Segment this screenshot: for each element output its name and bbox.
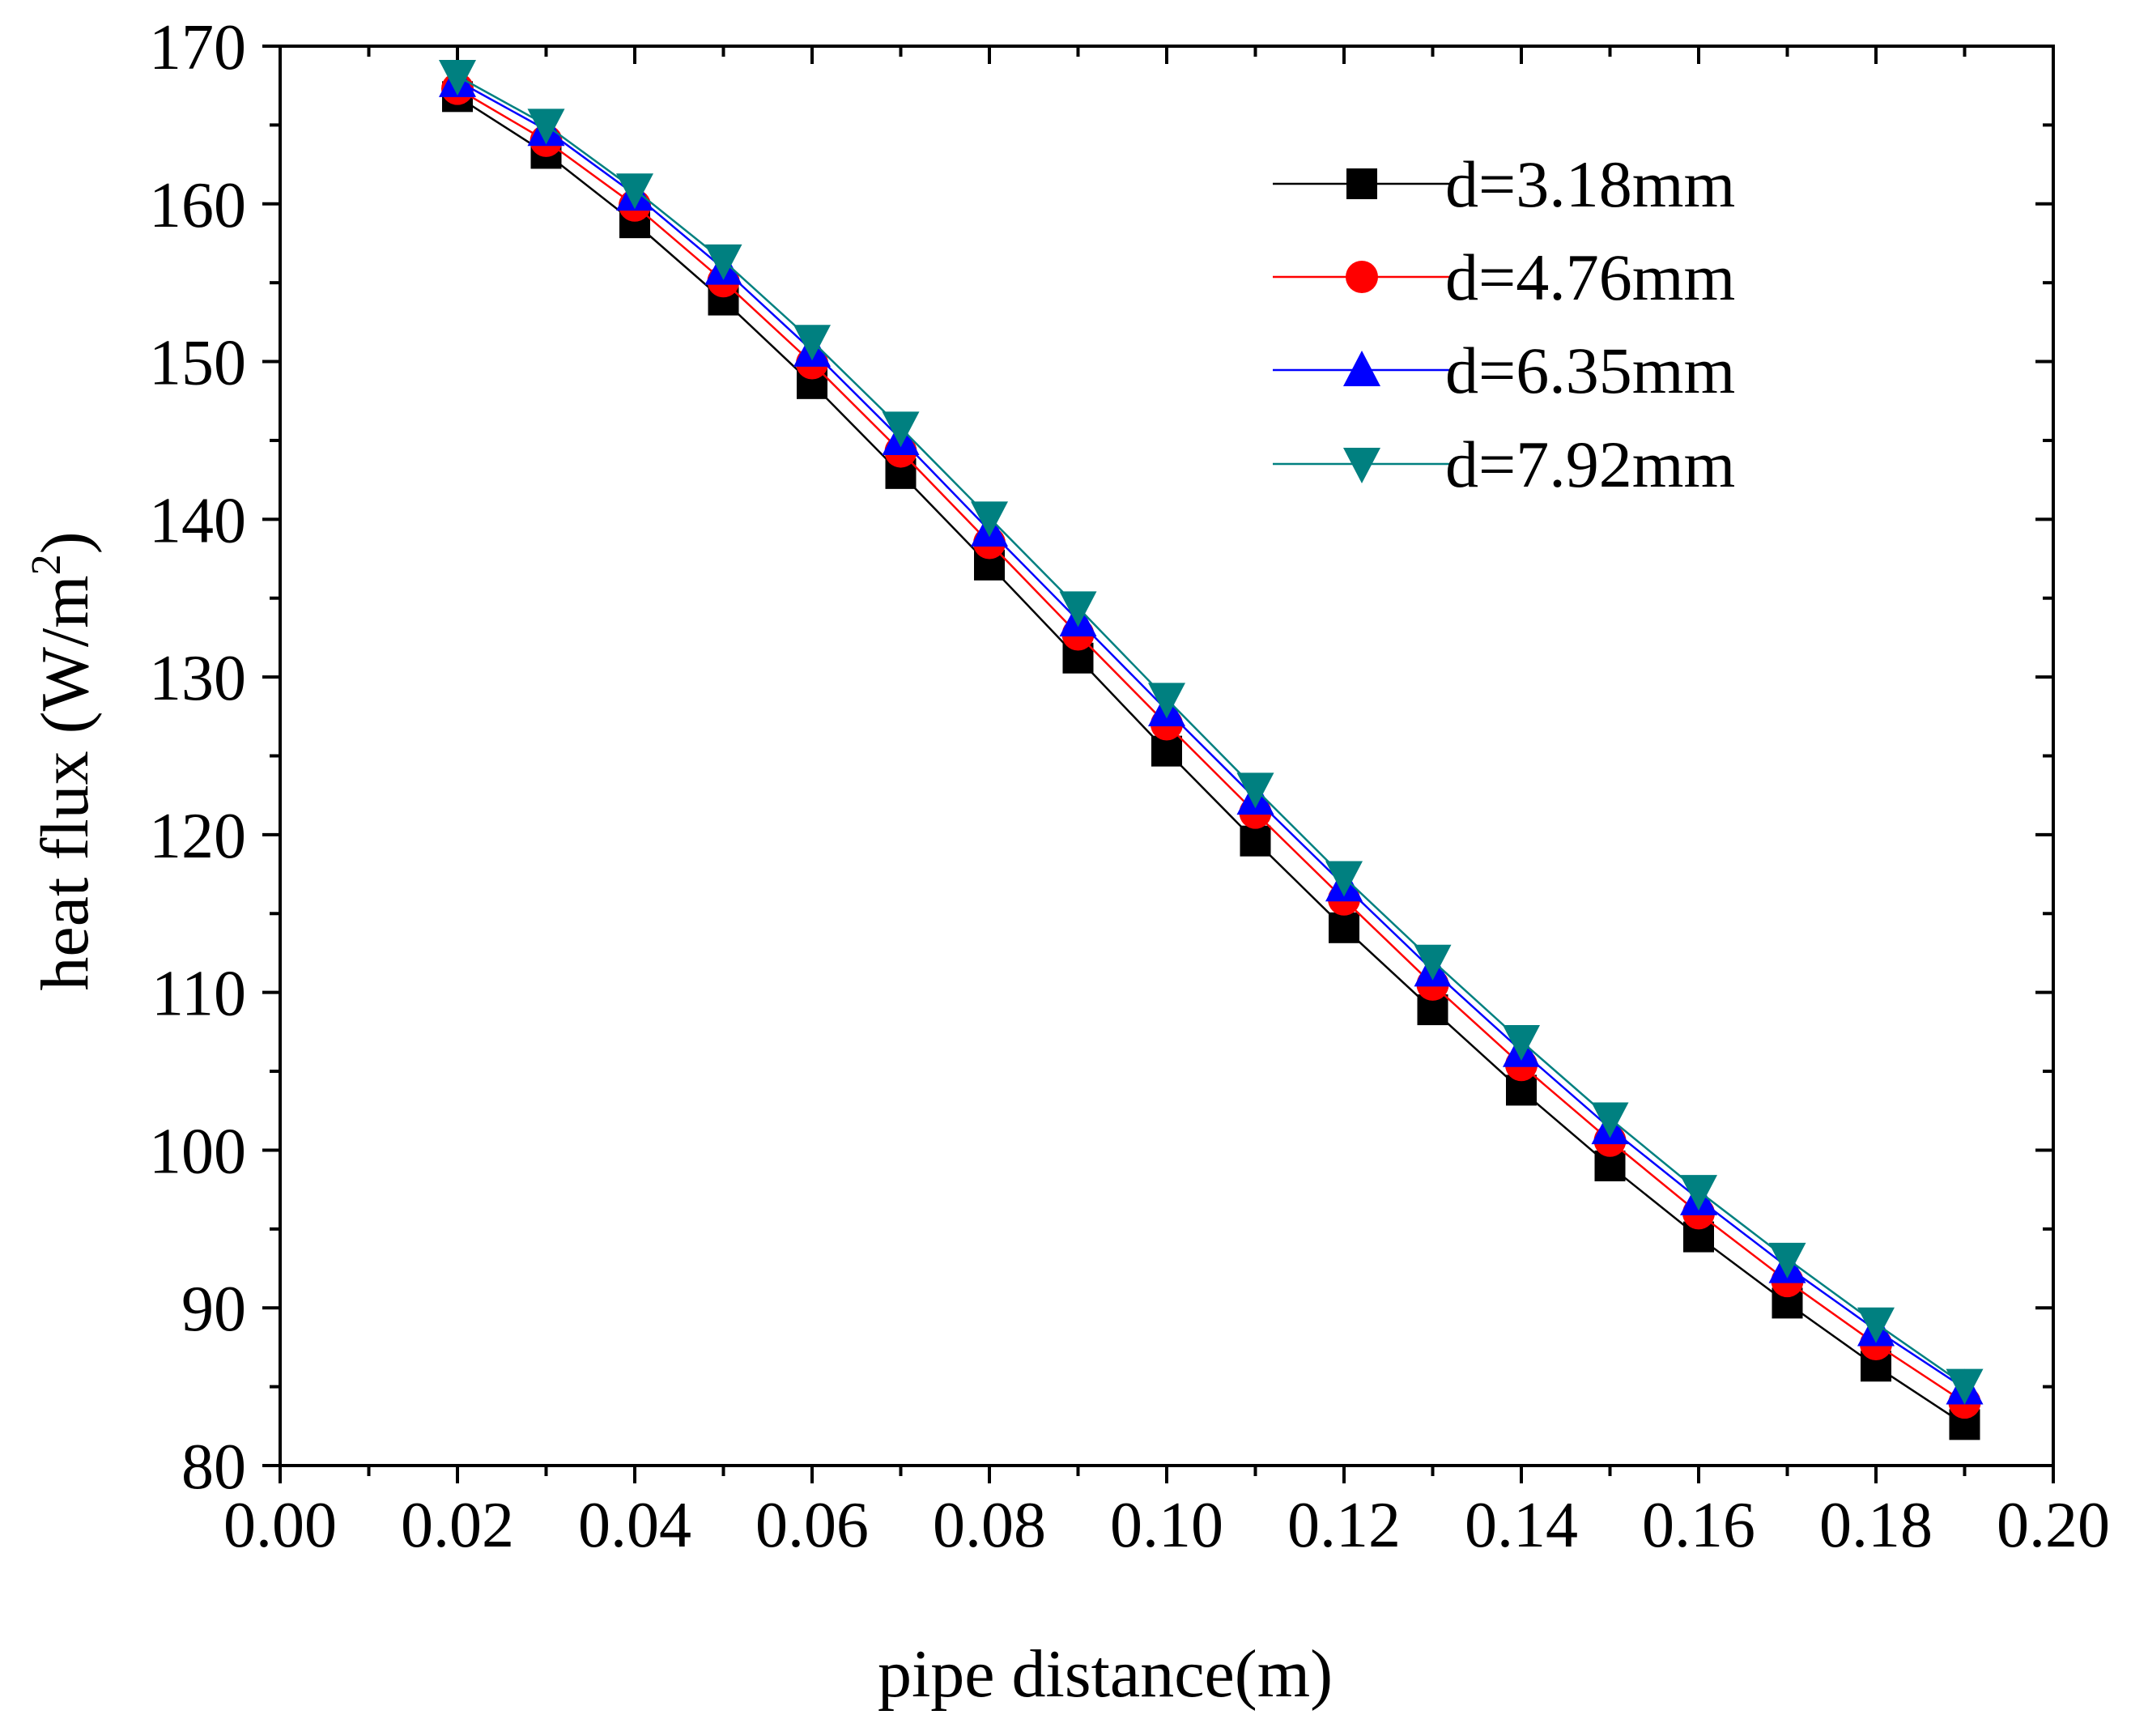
y-tick-label: 140	[149, 485, 246, 556]
data-point	[1059, 591, 1097, 628]
legend: d=3.18mm d=4.76mm d=6.35mm d=7.92mm	[1273, 147, 1735, 501]
y-axis-label: heat flux (W/m2)	[23, 531, 103, 990]
y-tick-label: 110	[151, 959, 246, 1030]
series-3	[439, 61, 1984, 1405]
y-tick-label: 160	[149, 170, 246, 241]
data-point	[971, 501, 1008, 538]
data-point	[1946, 1368, 1984, 1405]
data-point	[1768, 1242, 1806, 1279]
legend-marker	[1346, 261, 1378, 293]
legend-item: d=4.76mm	[1273, 240, 1735, 314]
data-point	[1240, 825, 1271, 857]
x-tick-label: 0.08	[933, 1490, 1046, 1561]
y-tick-label: 130	[149, 643, 246, 714]
x-tick-label: 0.18	[1819, 1490, 1933, 1561]
data-point	[1857, 1307, 1895, 1343]
data-point	[616, 173, 653, 210]
legend-label: d=3.18mm	[1445, 147, 1735, 221]
y-tick-label: 150	[149, 328, 246, 399]
data-point	[1236, 772, 1274, 809]
axis-labels: pipe distance(m) heat flux (W/m2)	[23, 531, 1333, 1712]
y-axis-label-close: )	[28, 531, 103, 554]
x-tick-label: 0.04	[578, 1490, 691, 1561]
axes: 0.00 0.02 0.04 0.06 0.08 0.10 0.12 0.14 0.16 0.18…	[149, 12, 2110, 1561]
y-axis-label-main: heat flux (W/m	[28, 575, 103, 990]
legend-label: d=7.92mm	[1445, 428, 1735, 501]
legend-label: d=4.76mm	[1445, 240, 1735, 314]
series-4	[439, 60, 1984, 1405]
series-line	[457, 96, 1966, 1426]
x-tick-label: 0.12	[1287, 1490, 1401, 1561]
data-point	[1414, 944, 1452, 981]
series-line	[457, 74, 1966, 1386]
y-tick-label: 120	[149, 801, 246, 872]
x-tick-label: 0.06	[755, 1490, 869, 1561]
series-line	[457, 79, 1966, 1389]
series-1	[442, 81, 1980, 1440]
y-tick-label: 170	[149, 12, 246, 83]
y-tick-label: 100	[149, 1116, 246, 1187]
legend-item: d=7.92mm	[1273, 428, 1735, 501]
x-tick-label: 0.02	[401, 1490, 514, 1561]
series-2	[441, 72, 1981, 1419]
data-point	[1503, 1025, 1540, 1062]
legend-marker	[1343, 351, 1380, 386]
legend-marker	[1343, 448, 1380, 483]
data-point	[1151, 735, 1182, 767]
x-tick-label: 0.16	[1642, 1490, 1755, 1561]
y-tick-label: 90	[181, 1274, 246, 1345]
series-line	[457, 87, 1966, 1404]
data-point	[793, 325, 831, 361]
x-tick-label: 0.14	[1465, 1490, 1578, 1561]
x-tick-label: 0.20	[1997, 1490, 2110, 1561]
data-point	[1148, 683, 1185, 719]
data-point	[527, 108, 565, 145]
data-point	[704, 244, 742, 280]
data-point	[1325, 861, 1363, 897]
legend-marker	[1346, 168, 1377, 199]
data-point	[1591, 1102, 1629, 1138]
legend-item: d=6.35mm	[1273, 334, 1735, 407]
legend-label: d=6.35mm	[1445, 334, 1735, 407]
legend-item: d=3.18mm	[1273, 147, 1735, 221]
x-tick-label: 0.00	[223, 1490, 337, 1561]
series-group	[439, 60, 1984, 1440]
data-point	[439, 60, 476, 96]
x-tick-label: 0.10	[1110, 1490, 1223, 1561]
data-point	[1329, 912, 1359, 943]
y-tick-label: 80	[181, 1432, 246, 1503]
y-axis-label-superscript: 2	[23, 554, 70, 575]
x-axis-label: pipe distance(m)	[878, 1636, 1333, 1712]
data-point	[1680, 1175, 1717, 1211]
data-point	[882, 411, 920, 448]
